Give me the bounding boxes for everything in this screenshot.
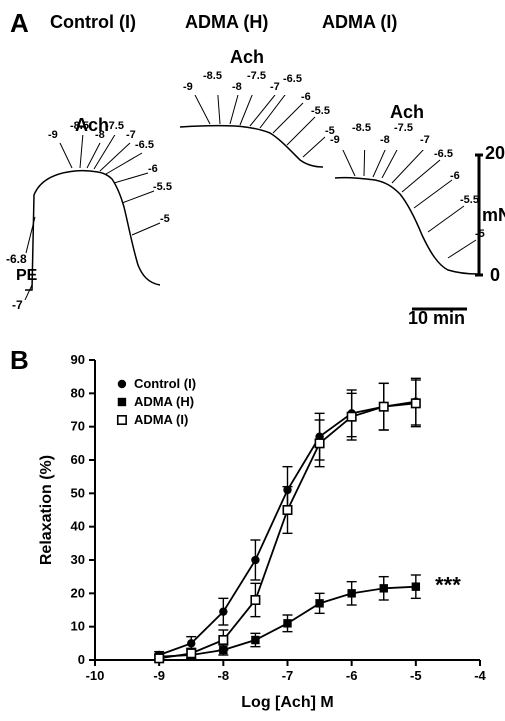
svg-text:-6: -6 (346, 668, 358, 683)
svg-text:30: 30 (71, 552, 85, 567)
pe-label: PE (16, 267, 37, 285)
m: -6.5 (283, 73, 302, 85)
svg-text:40: 40 (71, 519, 85, 534)
figure: A Control (I) ADMA (H) ADMA (I) Ach -9 -… (0, 0, 505, 721)
svg-text:Control (I): Control (I) (134, 376, 196, 391)
ach-label-2: Ach (230, 47, 264, 68)
m: -9 (183, 81, 193, 93)
svg-text:-10: -10 (86, 668, 105, 683)
ylab-0b: 0 (490, 265, 500, 286)
svg-text:-4: -4 (474, 668, 486, 683)
ylab-mn: mN (482, 205, 505, 226)
svg-text:***: *** (435, 573, 461, 598)
svg-text:Relaxation (%): Relaxation (%) (38, 455, 55, 565)
pe-m68: -6.8 (6, 252, 27, 266)
svg-text:-9: -9 (153, 668, 165, 683)
markers-admai (330, 150, 490, 290)
trace-admai: Ach -9 -8.5 -8 -7.5 -7 -6.5 -6 -5.5 -5 (330, 150, 480, 290)
m: -8.5 (70, 120, 89, 132)
svg-text:0: 0 (78, 652, 85, 667)
svg-text:ADMA (I): ADMA (I) (134, 412, 188, 427)
trace-admah: Ach -9 -8.5 -8 -7.5 -7 -6.5 -6 -5.5 -5 (175, 95, 325, 195)
m: -7 (420, 134, 430, 146)
m: -6.5 (434, 148, 453, 160)
chart-b: 0 10 20 30 40 50 60 70 80 90 -10 -9 -8 -7 -6 -5 -4 Log [A… (35, 350, 495, 715)
m: -7 (270, 81, 280, 93)
svg-text:20: 20 (71, 585, 85, 600)
m: -5.5 (311, 105, 330, 117)
x-scalebar-label: 10 min (408, 308, 465, 329)
col-header-admah: ADMA (H) (185, 12, 268, 33)
svg-text:90: 90 (71, 352, 85, 367)
panel-b-letter: B (10, 345, 29, 376)
col-header-control: Control (I) (50, 12, 136, 33)
svg-text:80: 80 (71, 385, 85, 400)
m: -7.5 (247, 70, 266, 82)
svg-text:ADMA (H): ADMA (H) (134, 394, 194, 409)
m: -6 (450, 170, 460, 182)
svg-text:-8: -8 (218, 668, 230, 683)
m: -6 (301, 91, 311, 103)
m: -6 (148, 163, 158, 175)
m: -8 (232, 81, 242, 93)
m: -8 (95, 129, 105, 141)
m: -7.5 (105, 120, 124, 132)
svg-text:60: 60 (71, 452, 85, 467)
col-header-admai: ADMA (I) (322, 12, 397, 33)
trace-control: Ach -9 -8.5 -8 -7.5 -7 -6.5 -6 -5.5 -5 -… (20, 135, 170, 295)
svg-text:-5: -5 (410, 668, 422, 683)
svg-text:50: 50 (71, 485, 85, 500)
m: -8.5 (203, 70, 222, 82)
m: -8.5 (352, 122, 371, 134)
m: -7.5 (394, 122, 413, 134)
ach-label-3: Ach (390, 102, 424, 123)
svg-text:-7: -7 (282, 668, 294, 683)
m: -9 (330, 134, 340, 146)
pe-m7: -7 (12, 298, 23, 312)
m: -5 (160, 213, 170, 225)
m: -5.5 (153, 181, 172, 193)
svg-text:10: 10 (71, 619, 85, 634)
m: -8 (380, 134, 390, 146)
ylab-20: 20 (485, 143, 505, 164)
panel-a-letter: A (10, 8, 29, 39)
m: -6.5 (135, 139, 154, 151)
svg-text:Log [Ach] M: Log [Ach] M (241, 694, 333, 711)
svg-text:70: 70 (71, 419, 85, 434)
